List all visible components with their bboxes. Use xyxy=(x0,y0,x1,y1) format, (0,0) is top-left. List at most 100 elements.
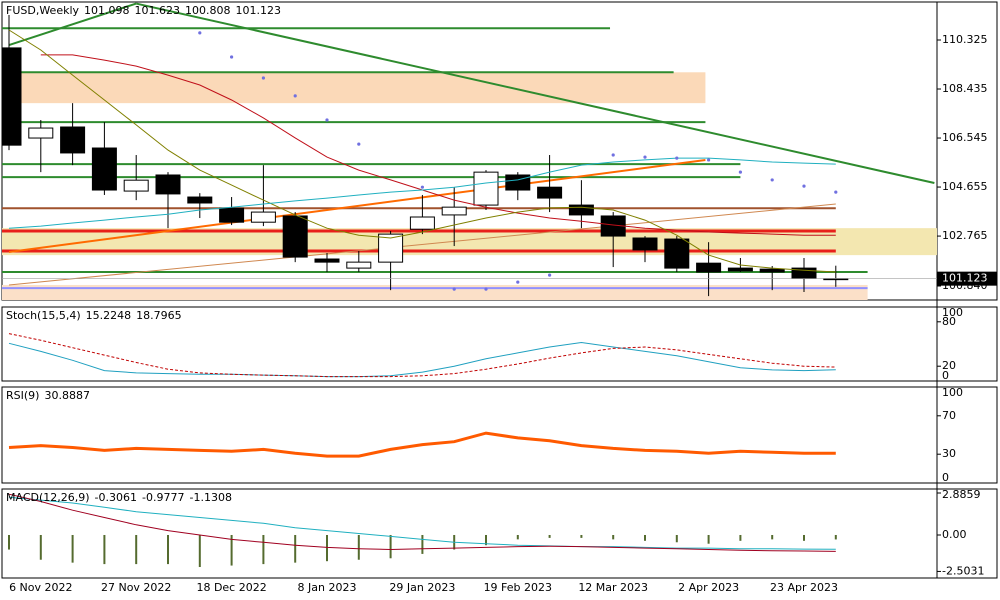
y-tick-label: -2.5031 xyxy=(942,564,984,577)
indicator-line xyxy=(8,431,836,458)
x-tick-label: 18 Dec 2022 xyxy=(196,581,266,594)
sar-dot xyxy=(611,153,615,157)
candle-body xyxy=(91,147,117,191)
trend-line xyxy=(8,203,836,286)
sar-dot xyxy=(198,31,202,35)
header-value: -0.9777 xyxy=(142,491,184,504)
sar-dot xyxy=(230,55,234,59)
indicator-line xyxy=(8,496,836,550)
x-tick-label: 19 Feb 2023 xyxy=(484,581,552,594)
x-tick-label: 23 Apr 2023 xyxy=(770,581,838,594)
candle-body xyxy=(409,216,435,230)
candle-body xyxy=(568,204,594,216)
panel-3 xyxy=(8,493,837,568)
trend-line xyxy=(135,2,935,185)
indicator-title: Stoch(15,5,4) xyxy=(6,309,81,322)
y-tick-label: 70 xyxy=(942,409,956,422)
sar-dot xyxy=(516,280,520,284)
sar-dot xyxy=(293,94,297,98)
sar-dot xyxy=(643,155,647,159)
histogram-bar xyxy=(580,534,583,538)
histogram-bar xyxy=(803,534,805,541)
y-tick-label: 102.765 xyxy=(942,229,988,242)
panel-1 xyxy=(8,333,836,378)
sar-dot xyxy=(261,76,265,80)
sar-dot xyxy=(834,190,838,194)
y-tick-label: 106.545 xyxy=(942,131,988,144)
histogram-bar xyxy=(39,534,42,560)
y-tick-label: 0 xyxy=(942,369,949,382)
sar-dot xyxy=(452,287,456,291)
histogram-bar xyxy=(262,534,265,565)
panel-header: RSI(9) 30.8887 xyxy=(6,389,90,402)
x-tick-label: 6 Nov 2022 xyxy=(9,581,72,594)
header-value: -0.3061 xyxy=(95,491,137,504)
header-value: 100.808 xyxy=(185,4,231,17)
histogram-bar xyxy=(675,534,678,543)
panel-header: MACD(12,26,9) -0.3061 -0.9777 -1.1308 xyxy=(6,491,232,504)
indicator-line xyxy=(8,493,836,552)
panel-header: FUSD,Weekly 101.098 101.623 100.808 101.123 xyxy=(6,4,281,17)
candle-body xyxy=(346,261,372,269)
histogram-bar xyxy=(516,534,519,540)
price-marker-label: 101.123 xyxy=(942,272,988,285)
panel-0 xyxy=(2,2,937,300)
candle-body xyxy=(123,179,149,192)
histogram-bar xyxy=(103,534,106,565)
histogram-bar xyxy=(739,534,742,541)
candle-body xyxy=(250,211,276,223)
sar-dot xyxy=(325,118,329,122)
trend-line xyxy=(8,158,706,254)
candle-body xyxy=(632,237,658,251)
indicator-title: MACD(12,26,9) xyxy=(6,491,90,504)
candle-body xyxy=(28,127,54,139)
candle-body xyxy=(60,126,86,154)
candle-body xyxy=(155,174,181,195)
candle-body xyxy=(282,215,308,258)
panel-frame xyxy=(1,488,998,579)
candle-body xyxy=(696,262,722,273)
histogram-bar xyxy=(294,534,297,563)
zone xyxy=(2,72,706,104)
header-value: 15.2248 xyxy=(86,309,132,322)
candle-body xyxy=(187,196,213,204)
sar-dot xyxy=(738,170,743,174)
header-value: 101.098 xyxy=(84,4,130,17)
panel-2 xyxy=(8,431,836,458)
trend-line xyxy=(8,2,137,47)
indicator-line xyxy=(8,29,836,273)
header-value: 18.7965 xyxy=(136,309,182,322)
histogram-bar xyxy=(771,534,774,540)
panel-frame xyxy=(1,386,998,484)
candle-body xyxy=(473,171,499,206)
y-tick-label: 20 xyxy=(942,359,956,372)
sar-dot xyxy=(484,287,488,291)
candle-body xyxy=(791,267,817,279)
panel-frame xyxy=(1,306,998,382)
sar-dot xyxy=(548,273,552,277)
histogram-bar xyxy=(389,534,392,559)
indicator-title: FUSD,Weekly xyxy=(6,4,80,17)
indicator-line xyxy=(40,54,836,236)
panel-header: Stoch(15,5,4) 15.2248 18.7965 xyxy=(6,309,182,322)
histogram-bar xyxy=(834,534,837,540)
x-tick-label: 2 Apr 2023 xyxy=(678,581,739,594)
sar-dot xyxy=(357,142,361,146)
header-value: 30.8887 xyxy=(44,389,90,402)
candle-body xyxy=(759,268,785,273)
candle-body xyxy=(727,267,753,272)
candle-body xyxy=(219,207,245,223)
histogram-bar xyxy=(71,534,74,563)
histogram-bar xyxy=(612,534,615,540)
histogram-bar xyxy=(230,534,233,566)
histogram-bar xyxy=(357,534,360,560)
sar-dot xyxy=(675,156,679,160)
y-tick-label: 104.655 xyxy=(942,180,988,193)
y-tick-label: 110.325 xyxy=(942,33,988,46)
histogram-bar xyxy=(644,534,646,541)
histogram-bar xyxy=(548,534,551,538)
histogram-bar xyxy=(198,534,201,568)
candle-body xyxy=(537,186,563,199)
sar-dot xyxy=(802,184,806,188)
